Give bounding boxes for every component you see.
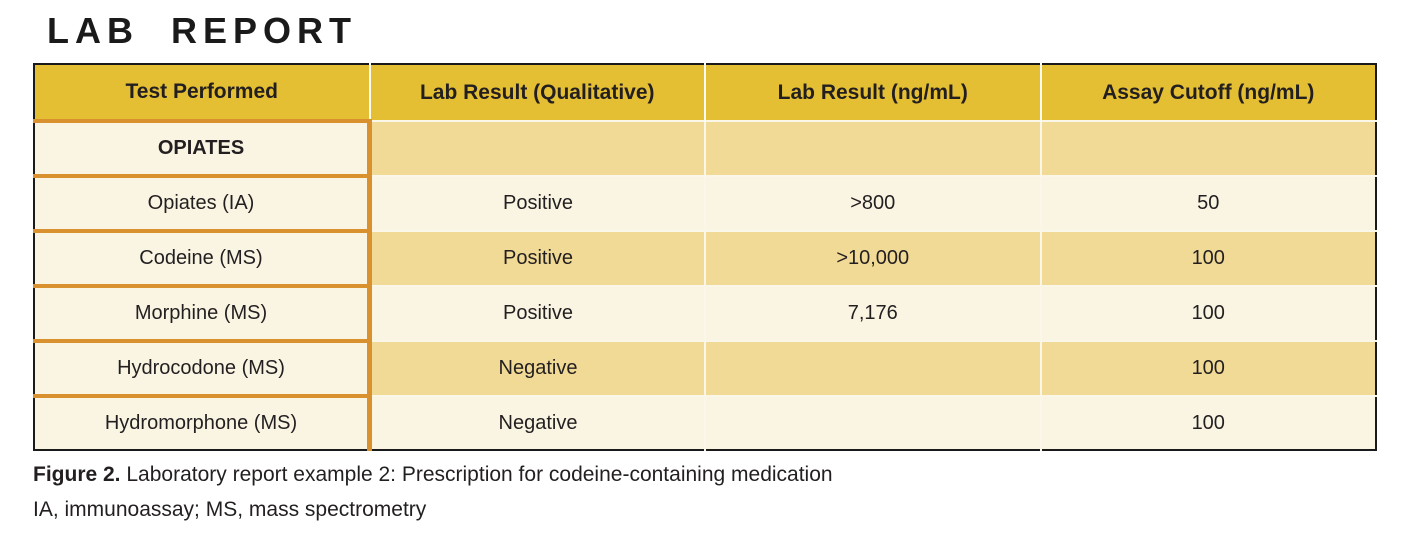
cell-qualitative: Negative bbox=[368, 340, 705, 396]
header-row: Test Performed Lab Result (Qualitative) … bbox=[34, 64, 1376, 121]
col-header-assay-cutoff: Assay Cutoff (ng/mL) bbox=[1039, 64, 1376, 121]
table-row-opiates-category: OPIATES bbox=[34, 119, 1376, 176]
page-title: LAB REPORT bbox=[47, 10, 357, 51]
cell-qualitative: Positive bbox=[368, 230, 705, 286]
cell-test: Hydrocodone (MS) bbox=[34, 339, 372, 396]
cell-cutoff: 100 bbox=[1039, 285, 1376, 341]
figure-caption-text: Laboratory report example 2: Prescriptio… bbox=[120, 463, 833, 486]
figure-footnote: IA, immunoassay; MS, mass spectrometry bbox=[33, 498, 427, 521]
table-body: OPIATES Opiates (IA) Positive >800 50 Co… bbox=[34, 119, 1376, 450]
cell-ngml: >800 bbox=[704, 175, 1041, 231]
col-header-lab-result-ngml: Lab Result (ng/mL) bbox=[704, 64, 1041, 121]
col-header-lab-result-qualitative: Lab Result (Qualitative) bbox=[368, 64, 705, 121]
cell-test: Morphine (MS) bbox=[34, 284, 372, 341]
cell-cutoff: 100 bbox=[1039, 395, 1376, 450]
cell-qualitative: Positive bbox=[368, 285, 705, 341]
table-row-hydrocodone-ms: Hydrocodone (MS) Negative 100 bbox=[34, 339, 1376, 396]
cell-ngml: >10,000 bbox=[704, 230, 1041, 286]
cell-ngml bbox=[704, 120, 1041, 176]
cell-qualitative: Positive bbox=[368, 175, 705, 231]
cell-qualitative bbox=[368, 120, 705, 176]
table-row-morphine-ms: Morphine (MS) Positive 7,176 100 bbox=[34, 284, 1376, 341]
cell-test-category: OPIATES bbox=[34, 119, 372, 176]
table-row-opiates-ia: Opiates (IA) Positive >800 50 bbox=[34, 174, 1376, 231]
table-row-codeine-ms: Codeine (MS) Positive >10,000 100 bbox=[34, 229, 1376, 286]
figure-caption: Figure 2. Laboratory report example 2: P… bbox=[33, 460, 1410, 490]
cell-test: Opiates (IA) bbox=[34, 174, 372, 231]
figure-caption-label: Figure 2. bbox=[33, 463, 121, 486]
col-header-test-performed: Test Performed bbox=[34, 64, 370, 121]
cell-qualitative: Negative bbox=[368, 395, 705, 450]
cell-test: Codeine (MS) bbox=[34, 229, 372, 286]
cell-cutoff: 100 bbox=[1039, 340, 1376, 396]
lab-report-table: Test Performed Lab Result (Qualitative) … bbox=[33, 63, 1377, 451]
cell-cutoff: 100 bbox=[1039, 230, 1376, 286]
table-row-hydromorphone-ms: Hydromorphone (MS) Negative 100 bbox=[34, 394, 1376, 450]
cell-ngml bbox=[704, 340, 1041, 396]
cell-cutoff bbox=[1039, 120, 1376, 176]
cell-ngml bbox=[704, 395, 1041, 450]
table-header: Test Performed Lab Result (Qualitative) … bbox=[34, 64, 1376, 121]
cell-cutoff: 50 bbox=[1039, 175, 1376, 231]
cell-test: Hydromorphone (MS) bbox=[34, 394, 372, 450]
cell-ngml: 7,176 bbox=[704, 285, 1041, 341]
